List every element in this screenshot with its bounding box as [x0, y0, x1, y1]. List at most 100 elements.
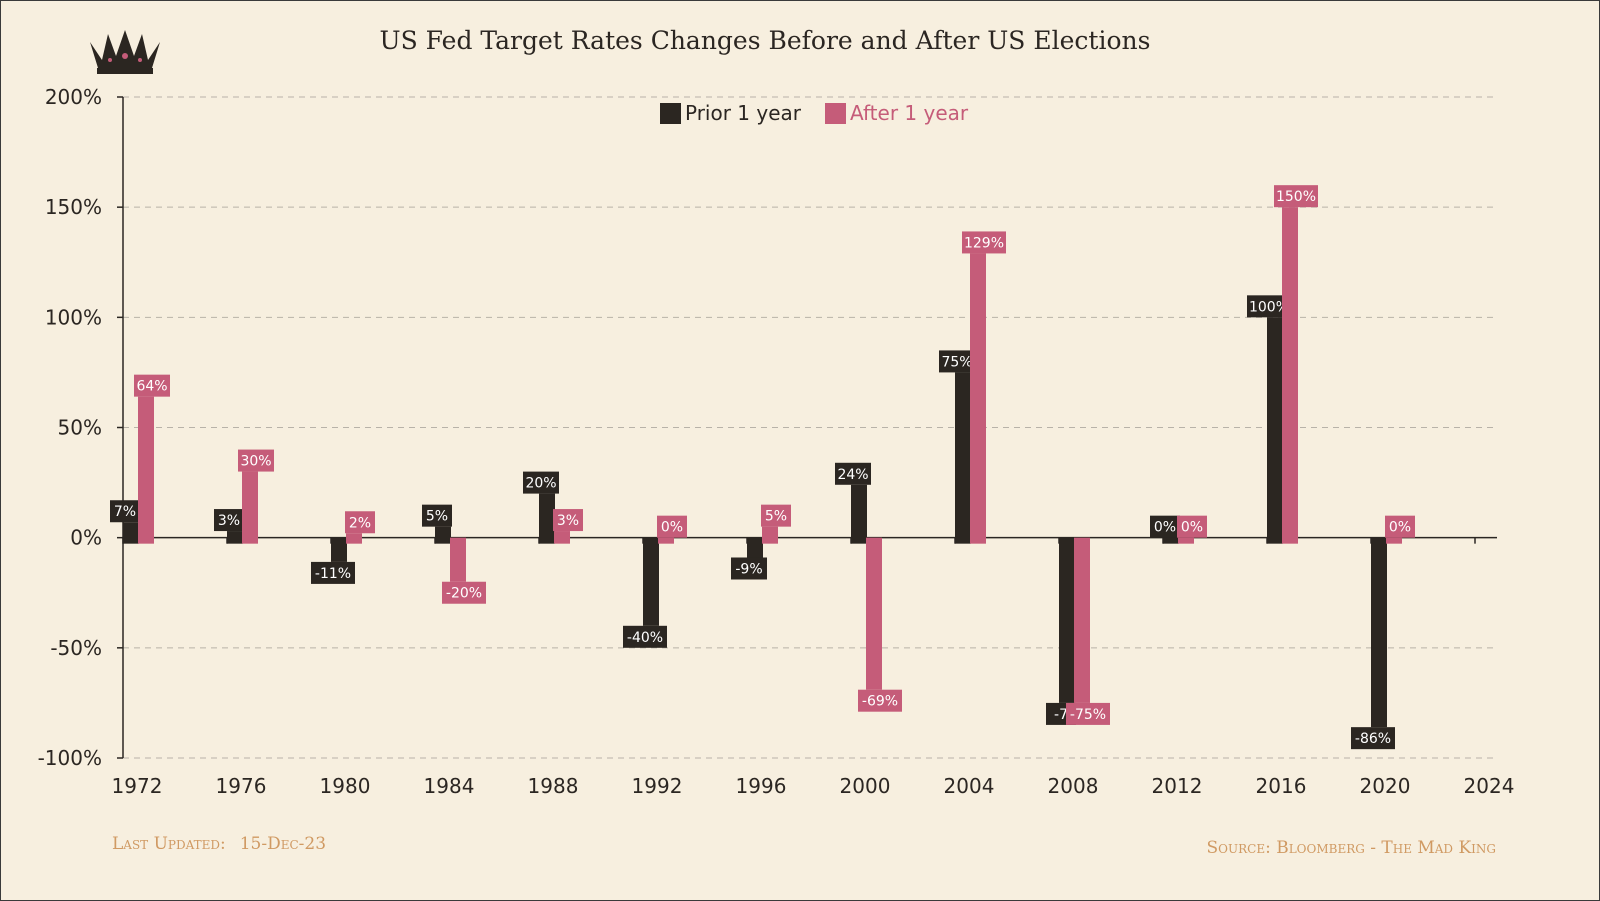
last-updated-label: Last Updated:	[112, 834, 226, 854]
data-label: 0%	[661, 520, 683, 536]
x-tick-label: 2016	[1256, 774, 1307, 798]
data-label-box	[442, 581, 486, 604]
data-label: -69%	[862, 694, 898, 710]
y-tick-label: -100%	[38, 746, 102, 770]
data-label-box	[1177, 515, 1207, 538]
bar-after	[762, 526, 778, 544]
data-label: 5%	[765, 509, 787, 525]
bar-prior	[539, 493, 555, 544]
legend-label-prior: Prior 1 year	[685, 101, 802, 125]
data-label-box	[1274, 185, 1318, 208]
bar-after	[138, 396, 154, 544]
data-label-box	[553, 509, 583, 532]
data-label-box	[238, 449, 274, 472]
data-label-box	[1150, 515, 1180, 538]
data-label-box	[623, 625, 667, 648]
data-label-box	[214, 509, 244, 532]
x-tick-label: 2000	[840, 774, 891, 798]
bar-after	[1282, 207, 1298, 544]
data-label: 150%	[1276, 189, 1316, 205]
bar-prior	[1267, 317, 1283, 544]
bar-after	[970, 253, 986, 544]
data-label-box	[939, 350, 975, 373]
data-label: 2%	[349, 515, 371, 531]
last-updated: Last Updated: 15-Dec-23	[112, 834, 326, 854]
x-tick-label: 1988	[528, 774, 579, 798]
data-label: 3%	[218, 513, 240, 529]
data-label: 30%	[240, 454, 271, 470]
data-label: -7	[1054, 707, 1068, 723]
y-tick-label: 200%	[45, 85, 102, 109]
data-label: -9%	[735, 561, 762, 577]
data-label: 0%	[1181, 520, 1203, 536]
bar-after	[1178, 537, 1194, 544]
data-label: 24%	[837, 467, 868, 483]
data-label: 0%	[1154, 520, 1176, 536]
bar-prior	[643, 537, 659, 626]
data-label: 0%	[1389, 520, 1411, 536]
bar-after	[1074, 537, 1090, 703]
x-tick-label: 1996	[736, 774, 787, 798]
bar-after	[346, 533, 362, 544]
legend-label-after: After 1 year	[850, 101, 969, 125]
bar-prior	[123, 522, 139, 544]
data-label-box	[962, 231, 1006, 254]
x-tick-label: 1972	[112, 774, 163, 798]
data-label: 129%	[964, 235, 1004, 251]
bar-prior	[1371, 537, 1387, 728]
x-tick-label: 2008	[1048, 774, 1099, 798]
bar-after	[450, 537, 466, 582]
data-label: 64%	[136, 379, 167, 395]
bar-after	[866, 537, 882, 690]
data-label: -86%	[1355, 731, 1391, 747]
data-label-box	[835, 462, 871, 485]
data-label: -75%	[1070, 707, 1106, 723]
legend-swatch-after	[825, 102, 847, 124]
y-tick-label: 100%	[45, 305, 102, 329]
bar-prior	[435, 526, 451, 544]
bar-prior	[1059, 537, 1075, 703]
x-tick-label: 1980	[320, 774, 371, 798]
data-label-box	[858, 689, 902, 712]
x-tick-label: 2004	[944, 774, 995, 798]
data-label-box	[1247, 295, 1291, 318]
data-label: 20%	[525, 476, 556, 492]
bar-prior	[1163, 537, 1179, 544]
data-label: 7%	[114, 504, 136, 520]
data-label-box	[134, 374, 170, 397]
data-label-box	[345, 511, 375, 534]
bar-prior	[955, 372, 971, 544]
bar-prior	[851, 484, 867, 544]
legend-swatch-prior	[660, 102, 681, 124]
crown-icon	[90, 30, 160, 74]
last-updated-value: 15-Dec-23	[239, 834, 327, 854]
data-label-box	[110, 500, 140, 523]
bar-prior	[747, 537, 763, 558]
x-tick-label: 2020	[1360, 774, 1411, 798]
data-label: 100%	[1249, 299, 1289, 315]
data-label-box	[311, 561, 355, 584]
data-label-box	[1066, 702, 1110, 725]
bar-prior	[331, 537, 347, 562]
legend-item-prior: Prior 1 year	[660, 101, 801, 125]
data-label: 5%	[426, 509, 448, 525]
bar-after	[242, 471, 258, 544]
y-tick-label: 0%	[70, 526, 102, 550]
y-tick-label: -50%	[50, 636, 102, 660]
bar-after	[1386, 537, 1402, 544]
legend-item-after: After 1 year	[825, 101, 968, 125]
x-tick-label: 1992	[632, 774, 683, 798]
bar-after	[658, 537, 674, 544]
data-label: -20%	[446, 586, 482, 602]
data-label-box	[422, 504, 452, 527]
data-label-box	[731, 557, 767, 580]
data-label: -11%	[315, 566, 351, 582]
y-tick-label: 50%	[58, 416, 102, 440]
data-label-box	[1385, 515, 1415, 538]
bar-prior	[227, 531, 243, 544]
chart-title: US Fed Target Rates Changes Before and A…	[379, 26, 1151, 55]
y-tick-label: 150%	[45, 195, 102, 219]
x-tick-label: 1976	[216, 774, 267, 798]
bar-after	[554, 531, 570, 544]
